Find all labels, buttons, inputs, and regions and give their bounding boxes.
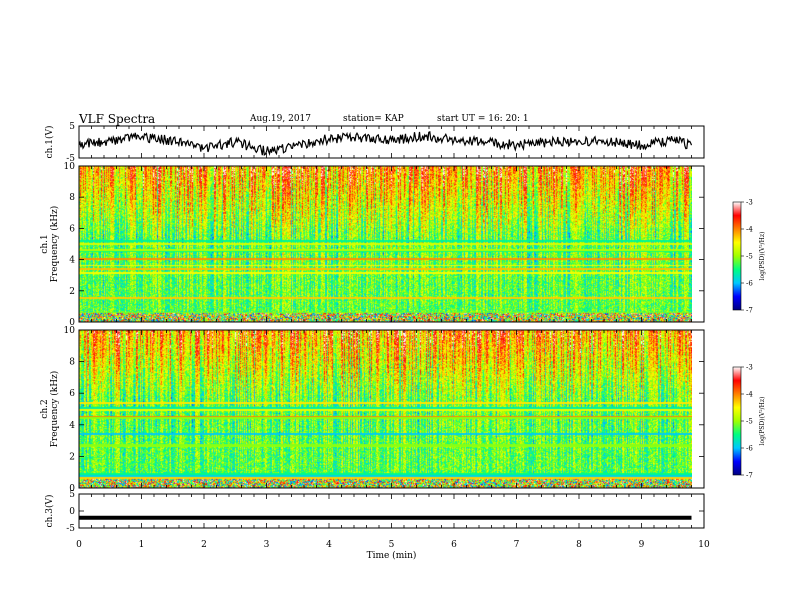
x-tick-label: 6 bbox=[451, 540, 457, 550]
ch3-ylabel: ch.3(V) bbox=[44, 495, 55, 528]
ch3-ytick-label: -5 bbox=[66, 524, 75, 534]
ch1-spectrogram-ytick-label: 2 bbox=[69, 287, 75, 297]
ch1-spectrogram-label: ch.1 bbox=[40, 234, 50, 253]
ch2-colorbar-tick-label: -4 bbox=[746, 391, 753, 399]
x-tick-label: 10 bbox=[698, 540, 710, 550]
ch2-frequency-label: Frequency (kHz) bbox=[49, 371, 60, 448]
ch1-spectrogram-ytick-label: 4 bbox=[69, 256, 75, 266]
header-date: Aug.19, 2017 bbox=[250, 114, 311, 124]
ch1-spectrogram-ytick-label: 0 bbox=[69, 318, 75, 328]
ch2-colorbar-tick-label: -6 bbox=[746, 445, 753, 453]
x-tick-label: 7 bbox=[514, 540, 520, 550]
x-axis-label: Time (min) bbox=[367, 550, 417, 561]
panel-frame-4 bbox=[78, 493, 705, 529]
header-station: station= KAP bbox=[343, 114, 404, 124]
ch1-ytick-label: 5 bbox=[69, 122, 75, 132]
ch2-spectrogram-ytick-label: 8 bbox=[69, 358, 75, 368]
header-start-time: start UT = 16: 20: 1 bbox=[437, 114, 529, 124]
ch2-spectrogram-ytick-label: 2 bbox=[69, 452, 75, 462]
ch2-colorbar-label: log(PSD)(V²/Hz) bbox=[759, 397, 766, 446]
x-tick-label: 9 bbox=[639, 540, 645, 550]
ch1-ytick-label: -5 bbox=[66, 154, 75, 164]
x-tick-label: 0 bbox=[76, 540, 82, 550]
ch3-ytick-label: 5 bbox=[69, 490, 75, 500]
ch1-ylabel: ch.1(V) bbox=[44, 126, 55, 159]
ch1-colorbar-tick-label: -3 bbox=[746, 199, 753, 207]
ch1-colorbar-tick-label: -7 bbox=[746, 307, 753, 315]
ch1-colorbar bbox=[732, 201, 742, 311]
x-tick-label: 5 bbox=[389, 540, 395, 550]
header-title: VLF Spectra bbox=[79, 112, 156, 126]
ch2-spectrogram-ytick-label: 6 bbox=[69, 389, 75, 399]
ch1-frequency-label: Frequency (kHz) bbox=[49, 206, 60, 283]
ch2-spectrogram-ytick-label: 4 bbox=[69, 421, 75, 431]
x-tick-label: 2 bbox=[201, 540, 207, 550]
ch1-colorbar-tick-label: -6 bbox=[746, 280, 753, 288]
ch1-spectrogram-ytick-label: 10 bbox=[64, 162, 76, 172]
ch2-spectrogram-image bbox=[79, 330, 692, 488]
ch1-colorbar-tick-label: -5 bbox=[746, 253, 753, 261]
ch1-waveform-line bbox=[78, 131, 693, 157]
ch1-colorbar-label: log(PSD)(V²/Hz) bbox=[759, 232, 766, 281]
x-tick-label: 4 bbox=[326, 540, 332, 550]
x-tick-label: 8 bbox=[576, 540, 582, 550]
ch3-ytick-label: 0 bbox=[69, 507, 75, 517]
ch2-spectrogram-ytick-label: 0 bbox=[69, 484, 75, 494]
ch1-spectrogram-image bbox=[79, 166, 692, 322]
ch1-spectrogram-ytick-label: 8 bbox=[69, 193, 75, 203]
ch2-colorbar-tick-label: -5 bbox=[746, 418, 753, 426]
ch2-colorbar-tick-label: -3 bbox=[746, 364, 753, 372]
ch2-spectrogram-ytick-label: 10 bbox=[64, 326, 76, 336]
ch2-colorbar bbox=[732, 366, 742, 476]
ch1-spectrogram-ytick-label: 6 bbox=[69, 224, 75, 234]
x-tick-label: 1 bbox=[139, 540, 145, 550]
ch2-spectrogram-label: ch.2 bbox=[40, 399, 50, 418]
x-tick-label: 3 bbox=[264, 540, 270, 550]
ch2-colorbar-tick-label: -7 bbox=[746, 472, 753, 480]
ch1-colorbar-tick-label: -4 bbox=[746, 226, 753, 234]
